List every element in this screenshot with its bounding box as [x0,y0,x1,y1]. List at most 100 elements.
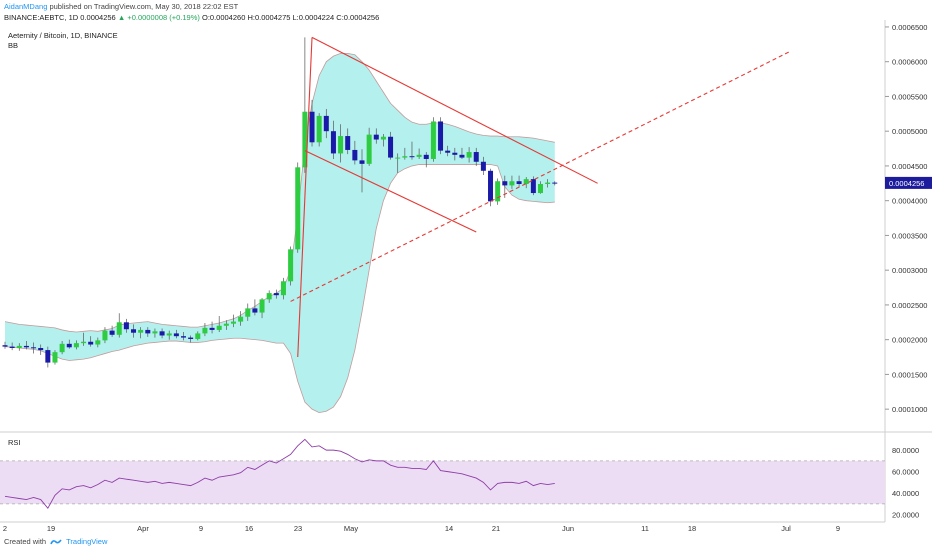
candle [552,181,558,186]
candle-body [116,322,122,335]
x-tick-label: 11 [641,524,649,533]
footer: Created with TradingView [4,537,107,546]
candle [288,246,294,286]
candle-body [238,316,244,322]
candle-body [309,111,315,143]
candle-body [109,330,115,335]
candle-body [16,345,22,348]
candle [259,297,265,319]
candle [323,108,329,139]
candle [302,37,308,173]
candlesticks [2,37,558,368]
candle [459,147,465,159]
candle [166,330,172,340]
candle-body [166,333,172,336]
symbol-header: BINANCE:AEBTC, 1D 0.0004256 ▲ +0.0000008… [4,13,379,22]
candle-body [66,343,72,348]
bb-upper-line [4,52,555,333]
candle [373,128,379,144]
candle-body [259,299,265,313]
y-tick-label: 0.0002500 [892,301,927,310]
rsi-line [4,438,555,509]
candle-body [280,281,286,296]
trendline-flag-top [311,36,598,184]
candle-body [273,293,279,296]
candle-body [188,337,194,339]
candle-body [266,293,272,300]
candle-body [316,115,322,143]
x-tick-label: Jun [562,524,574,533]
x-tick-label: 21 [492,524,500,533]
candle [309,99,315,147]
candle-body [552,182,558,184]
candle [445,145,451,157]
candle-body [181,336,186,338]
candle [480,156,486,175]
candle [66,339,72,349]
rsi-indicator-label[interactable]: RSI [8,438,21,447]
candle [245,303,251,321]
tradingview-brand-link[interactable]: TradingView [66,537,108,546]
candle-body [245,308,251,317]
candle-body [338,136,344,154]
trendline-flag-bottom [304,150,477,233]
x-tick-label: 9 [199,524,203,533]
candle-body [38,348,44,351]
candle [102,327,108,344]
candle [516,175,522,187]
rsi-tick-label: 60.0000 [892,468,919,477]
candle [473,147,479,166]
candle-body [438,121,444,151]
publish-header: AidanMDang published on TradingView.com,… [4,2,238,11]
candle-body [516,181,522,184]
candle [330,120,336,159]
candle-body [480,161,486,171]
y-tick-label: 0.0003000 [892,266,927,275]
y-tick-label: 0.0005500 [892,92,927,101]
candle [430,117,436,162]
candle-body [102,330,108,341]
candle [73,340,79,350]
candle [273,289,279,299]
candle-body [352,149,358,161]
candle [359,149,365,193]
candle-body [402,156,408,158]
bollinger-bands [4,52,555,414]
candle-body [230,321,236,324]
y-tick-label: 0.0006500 [892,23,927,32]
candle-body [388,136,394,158]
candle [138,327,144,339]
candle-body [530,179,536,194]
candle-body [123,322,129,330]
y-tick-label: 0.0004000 [892,197,927,206]
x-tick-label: May [344,524,358,533]
candle-body [323,115,329,132]
candle-body [88,341,94,345]
created-with-label: Created with [4,537,47,546]
candle-body [23,345,29,348]
y-tick-label: 0.0003500 [892,231,927,240]
candle-body [445,150,451,153]
candle-body [216,325,222,330]
candle [209,321,215,334]
trendline-support [290,50,791,302]
candle-body [95,340,101,345]
bb-indicator-label[interactable]: BB [8,41,19,50]
candle [388,131,394,160]
candle-body [31,347,37,349]
candle [495,178,501,205]
trendline-pole [297,37,313,358]
candle [202,322,208,337]
candle-body [509,181,515,186]
x-tick-label: 19 [47,524,55,533]
change-value: ▲ +0.0000008 (+0.19%) [117,13,200,22]
candle [380,133,386,147]
candle-body [2,345,8,347]
candle [523,177,529,189]
time-axis: 2 19 Apr 9 16 23 May 14 21 Jun 11 18 Jul 9 [3,524,840,533]
candle [38,344,44,355]
y-tick-label: 0.0001500 [892,370,927,379]
author-link[interactable]: AidanMDang [4,2,48,11]
candle [152,328,158,338]
x-tick-label: Jul [781,524,791,533]
